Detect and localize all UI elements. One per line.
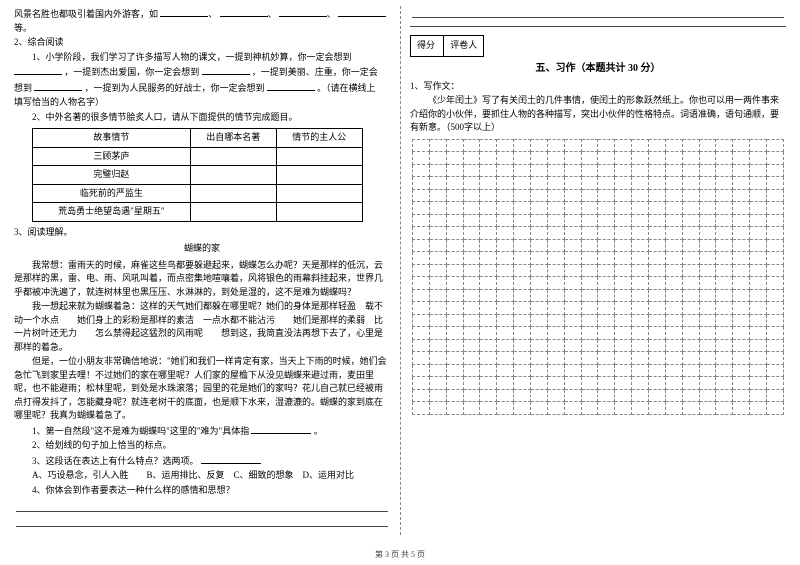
th-plot: 故事情节	[33, 129, 191, 148]
blank[interactable]	[279, 7, 327, 17]
blank[interactable]	[202, 65, 250, 75]
horizontal-rule	[410, 26, 786, 27]
q3-1: 1、第一自然段"这不是难为蝴蝶吗"这里的"难为"具体指	[32, 426, 249, 436]
section-5-title: 五、习作（本题共计 30 分）	[410, 61, 786, 76]
item-2: 2、综合阅读	[14, 36, 390, 50]
blank[interactable]	[34, 81, 82, 91]
blank[interactable]	[220, 7, 268, 17]
writing-1: 1、写作文：	[410, 80, 786, 94]
q3-4: 4、你体会到作者要表达一种什么样的感情和思想？	[14, 484, 390, 498]
q2-2: 2、中外名著的很多情节脍炙人口，请从下面提供的情节完成题目。	[14, 111, 390, 125]
essay-p3: 但是，一位小朋友非常确信地说："她们和我们一样肯定有家，当天上下雨的时候，她们会…	[14, 355, 390, 423]
answer-line[interactable]	[412, 6, 784, 18]
cell-r1c2[interactable]	[190, 147, 276, 166]
q3-2: 2、给划线的句子加上恰当的标点。	[14, 439, 390, 453]
text-scenery-end: 等。	[14, 23, 32, 33]
answer-line[interactable]	[16, 515, 388, 527]
q3-3: 3、这段话在表达上有什么特点？选两项。	[32, 456, 199, 466]
writing-prompt: 《少年闰土》写了有关闰土的几件事情，使闰土的形象跃然纸上。你也可以用一两件事来介…	[410, 94, 786, 135]
cell-r3c2[interactable]	[190, 184, 276, 203]
blank[interactable]	[251, 424, 311, 434]
essay-p1: 我常想：雷雨天的时候，麻雀这些鸟都要躲避起来，蝴蝶怎么办呢？天是那样的低沉，云是…	[14, 259, 390, 300]
cell-r1c1: 三顾茅庐	[33, 147, 191, 166]
cell-r1c3[interactable]	[276, 147, 362, 166]
cell-r2c3[interactable]	[276, 166, 362, 185]
essay-p2: 我一想起来就为蝴蝶着急：这样的天气她们都躲在哪里呢？她们的身体是那样轻盈 载不动…	[14, 300, 390, 354]
q2-1e: ，一提到为人民服务的好战士，你一定会想到	[85, 83, 265, 93]
grader-label: 评卷人	[443, 36, 483, 56]
cell-r2c2[interactable]	[190, 166, 276, 185]
q2-1a: 1、小学阶段，我们学习了许多描写人物的课文，一提到神机妙算，你一定会想到	[32, 52, 352, 62]
q2-1b: ，一提到杰出爱国，你一定会想到	[64, 67, 199, 77]
q3-1end: 。	[314, 426, 323, 436]
cell-r4c3[interactable]	[276, 203, 362, 222]
writing-grid[interactable]	[412, 139, 784, 415]
text-scenery: 风景名胜也都吸引着国内外游客，如	[14, 9, 158, 19]
q2-1c: ，一提到美丽、庄重，你一定会	[252, 67, 378, 77]
blank[interactable]	[14, 65, 62, 75]
q2-1g: 填写恰当的人物名字）	[14, 96, 390, 110]
score-box: 得分 评卷人	[410, 35, 484, 57]
page-footer: 第 3 页 共 5 页	[0, 549, 800, 561]
q2-1d: 想到	[14, 83, 32, 93]
cell-r2c1: 完璧归赵	[33, 166, 191, 185]
blank[interactable]	[201, 454, 261, 464]
item-3: 3、阅读理解。	[14, 226, 390, 240]
q2-1f: 。（请在横线上	[317, 83, 376, 93]
blank[interactable]	[338, 7, 386, 17]
story-table: 故事情节 出自哪本名著 情节的主人公 三顾茅庐 完璧归赵 临死前的严监生 荒岛勇…	[32, 128, 363, 222]
blank[interactable]	[267, 81, 315, 91]
th-book: 出自哪本名著	[190, 129, 276, 148]
blank[interactable]	[160, 7, 208, 17]
cell-r3c3[interactable]	[276, 184, 362, 203]
cell-r4c2[interactable]	[190, 203, 276, 222]
score-label: 得分	[411, 36, 441, 56]
cell-r3c1: 临死前的严监生	[33, 184, 191, 203]
essay-title: 蝴蝶的家	[14, 242, 390, 256]
q3-3opt: A、巧设悬念，引人入胜 B、运用排比、反复 C、细致的想象 D、运用对比	[14, 469, 390, 483]
cell-r4c1: 荒岛勇士绝望岛遇"星期五"	[33, 203, 191, 222]
th-hero: 情节的主人公	[276, 129, 362, 148]
answer-line[interactable]	[16, 500, 388, 512]
